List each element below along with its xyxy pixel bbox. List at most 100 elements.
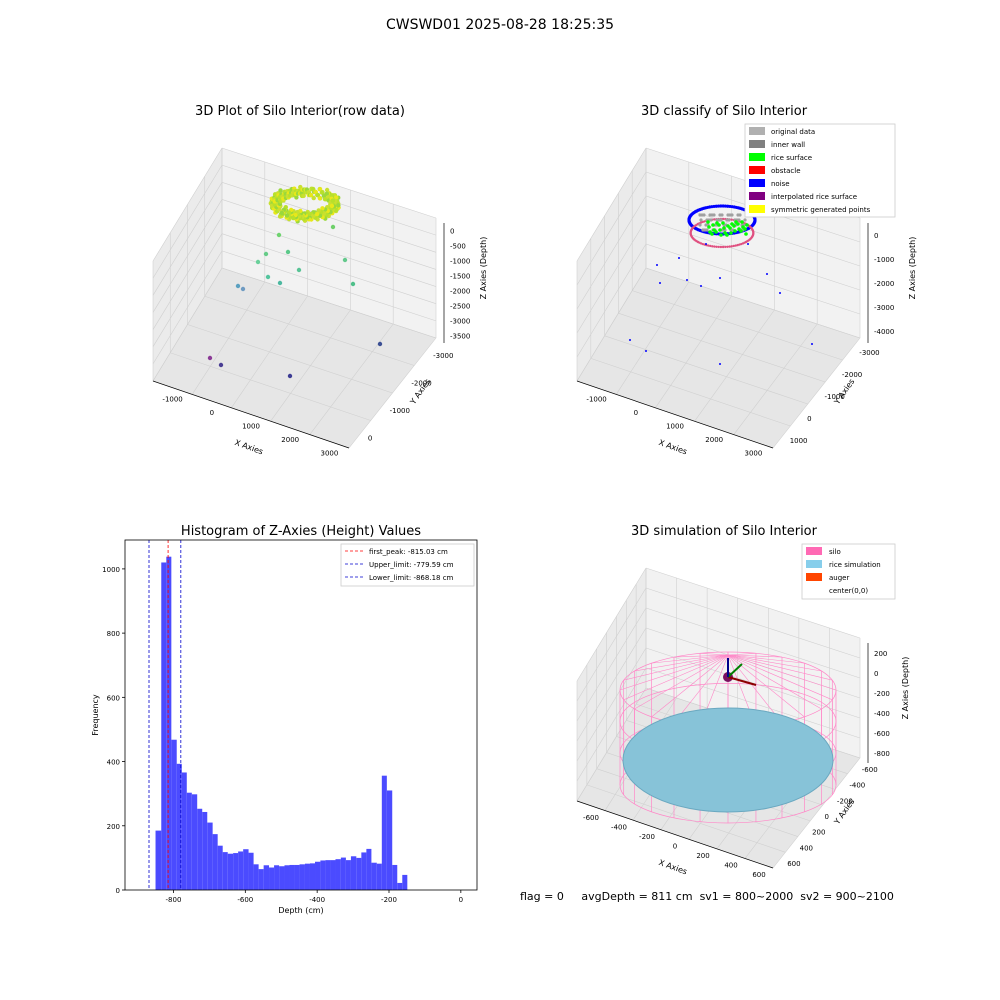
classify-rice-point [707,225,711,229]
histogram-x-tick-label: 0 [459,896,463,904]
classify-rice-point [721,221,725,225]
raw-data-point [285,249,291,255]
sim-x-axis-label: X Axies [657,858,688,877]
raw-data-point [218,362,224,368]
classify-left-grid [576,171,647,286]
classify-rice-point [722,226,726,230]
raw-data-point [277,280,283,286]
silo-roof-wire [673,654,729,658]
raw-back-grid [221,199,437,270]
classify-noise-point [714,204,718,208]
classify-back-pane [646,148,860,338]
classify-noise-point [766,273,768,275]
classify-y-tick-label: -2000 [842,371,862,379]
auger-y-arrow [727,663,743,678]
sim-back-grid [645,667,861,739]
sim-y-tick-label: -600 [862,766,878,774]
footer-status: flag = 0 avgDepth = 811 cm sv1 = 800~200… [520,890,894,903]
sim-legend-label: silo [829,548,841,556]
sim-z-axis-label: Z Axies (Depth) [901,657,910,720]
classify-x-tick-label: 2000 [705,436,723,444]
sim-legend-swatch [806,573,822,581]
classify-obstacle-point [724,245,727,249]
classify-obstacle-point [721,245,725,249]
histogram-legend-label: Upper_limit: -779.59 cm [369,561,454,569]
classify-y-tick-label: -3000 [859,349,879,357]
raw-z-tick-label: -3500 [450,333,470,341]
sim-floor-grid [772,757,861,869]
classify-original-point [738,213,742,217]
raw-data-point [329,193,335,198]
classify-x-tick-label: 1000 [666,423,684,431]
raw-data-point [301,193,306,199]
raw-left-grid [152,216,223,330]
raw-z-tick-label: -3000 [450,318,470,326]
classify-noise-point [629,339,631,341]
classify-noise-point [686,279,688,281]
classify-rice-point [745,223,749,227]
classify-floor-grid [590,358,791,427]
raw-x-axis-label: X Axies [233,438,264,457]
sim-z-tick-label: 200 [874,650,887,658]
legend-label: original data [771,128,815,136]
raw-left-grid [152,250,223,365]
classify-original-point [712,213,716,217]
classify-z-tick-label: -4000 [874,328,894,336]
raw-data-point [263,251,269,257]
raw-z-tick-label: -500 [450,243,466,251]
histogram-bar [186,792,192,890]
silo-roof-wire [727,654,783,658]
histogram-bar [243,849,249,890]
classify-obstacle-point [717,245,720,249]
raw-y-tick-label: -2000 [411,379,431,387]
classify-original-point [743,218,747,222]
raw-y-tick-label: 0 [368,434,372,442]
raw-data-point [278,188,283,193]
histogram-bar [381,775,387,890]
classify-rice-point [719,233,723,237]
raw-data-point [240,286,246,292]
classify-y-tick-label: 1000 [790,437,808,445]
histogram-bar [361,852,367,890]
silo-roof-wire [727,654,822,672]
raw-back-grid [221,267,437,339]
silo-roof-wire [727,654,833,681]
legend-label: obstacle [771,167,801,175]
histogram-y-tick-label: 800 [107,630,120,638]
classify-rice-point [723,231,727,235]
classify-floor-grid [733,323,818,435]
histogram-x-axis-label: Depth (cm) [278,906,323,915]
legend-swatch-rice-surface [749,153,765,161]
classify-original-point [698,223,702,227]
raw-x-tick-label: 1000 [242,423,260,431]
raw-left-grid [152,182,223,296]
classify-floor-grid [618,312,826,383]
classify-obstacle-point [752,230,755,234]
histogram-x-tick-label: -400 [309,896,325,904]
classify-left-grid [576,147,647,262]
classify-floor-grid [655,295,732,408]
classify-left-grid [576,219,647,334]
histogram-bar [166,556,172,890]
histogram-bar [233,853,239,890]
footer-avg-depth: avgDepth = 811 cm [581,890,693,903]
sim-y-tick-label: 200 [812,829,825,837]
histogram-bar [279,866,285,890]
auger-x-arrow [727,676,757,686]
classify-rice-point [741,225,745,229]
legend-swatch-noise [749,179,765,187]
classify-x-axis-line [576,380,774,449]
classify-left-grid [576,243,647,358]
histogram-bar [356,857,362,890]
classify-obstacle-point [736,243,739,247]
raw-y-tick-label: -3000 [433,352,453,360]
raw-z-tick-label: -1500 [450,273,470,281]
sim-z-tick-label: 0 [874,670,878,678]
classify-rice-point [711,223,715,227]
sim-z-tick-label: -800 [874,750,890,758]
sim-x-tick-label: 600 [752,871,765,879]
raw-data-point [235,283,241,289]
classify-x-tick-label: 0 [634,409,638,417]
histogram-bar [392,864,398,890]
legend-swatch-obstacle [749,166,765,174]
